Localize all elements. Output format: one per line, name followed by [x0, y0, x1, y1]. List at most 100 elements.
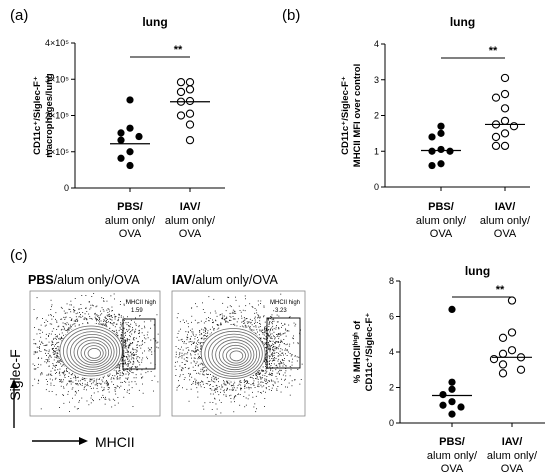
- flow-event: [99, 317, 101, 319]
- flow-event: [234, 401, 235, 403]
- flow-event: [273, 350, 275, 352]
- flow-event: [77, 320, 79, 322]
- flow-event: [33, 368, 35, 370]
- flow-event: [183, 358, 185, 360]
- flow-event: [63, 371, 64, 373]
- flow-event: [199, 343, 201, 345]
- flow-event: [40, 336, 42, 338]
- flow-event: [262, 370, 264, 371]
- flow-event: [125, 342, 127, 344]
- flow-event: [57, 352, 59, 354]
- flow-event: [96, 384, 98, 386]
- chart-title: lung: [465, 264, 490, 278]
- flow-event: [93, 379, 95, 381]
- flow-event: [51, 304, 53, 306]
- flow-event: [223, 394, 225, 396]
- flow-event: [261, 370, 263, 371]
- flow-event: [95, 382, 97, 384]
- flow-event: [281, 341, 283, 343]
- flow-event: [219, 399, 220, 401]
- flow-event: [235, 312, 237, 314]
- flow-event: [36, 333, 38, 335]
- flow-event: [106, 385, 108, 387]
- flow-event: [234, 318, 236, 320]
- flow-event: [232, 316, 234, 317]
- flow-event: [283, 343, 285, 345]
- flow-event: [216, 408, 218, 410]
- flow-event: [89, 386, 91, 387]
- flow-event: [256, 376, 258, 378]
- flow-event: [289, 353, 291, 354]
- flow-event: [74, 325, 76, 327]
- flow-event: [200, 358, 202, 360]
- flow-event: [138, 330, 140, 332]
- flow-event: [279, 369, 281, 371]
- flow-event: [149, 348, 150, 350]
- flow-event: [118, 367, 120, 369]
- flow-event: [107, 376, 109, 377]
- flow-event: [79, 383, 81, 384]
- flow-event: [33, 353, 35, 355]
- flow-event: [264, 328, 265, 330]
- flow-event: [262, 341, 263, 343]
- flow-event: [263, 329, 265, 331]
- flow-event: [127, 361, 129, 362]
- flow-event: [229, 383, 231, 385]
- flow-event: [270, 347, 271, 349]
- flow-event: [109, 327, 111, 329]
- flow-event: [129, 361, 131, 362]
- flow-event: [76, 377, 78, 378]
- flow-event: [182, 349, 184, 351]
- flow-event: [184, 367, 186, 368]
- flow-event: [139, 315, 141, 316]
- flow-event: [194, 354, 196, 356]
- flow-event: [268, 348, 270, 350]
- flow-event: [263, 370, 265, 372]
- flow-event: [94, 312, 96, 314]
- flow-event: [211, 409, 213, 410]
- flow-event: [105, 318, 107, 320]
- flow-event: [123, 304, 125, 306]
- flow-event: [51, 341, 53, 343]
- flow-event: [243, 323, 245, 324]
- flow-event: [131, 353, 133, 355]
- flow-event: [66, 330, 68, 331]
- flow-event: [177, 348, 179, 350]
- flow-event: [136, 347, 138, 348]
- flow-event: [254, 403, 256, 405]
- flow-event: [202, 329, 204, 331]
- flow-event: [60, 360, 62, 362]
- flow-event: [244, 387, 246, 389]
- flow-event: [274, 381, 276, 383]
- flow-event: [258, 370, 260, 372]
- flow-event: [259, 329, 261, 331]
- flow-event: [145, 338, 147, 340]
- flow-event: [129, 370, 131, 371]
- flow-event: [268, 374, 270, 375]
- flow-event: [184, 353, 186, 355]
- flow-event: [33, 309, 35, 310]
- flow-event: [125, 345, 127, 347]
- flow-event: [261, 381, 263, 383]
- flow-event: [85, 308, 87, 309]
- flow-event: [140, 373, 142, 375]
- flow-event: [199, 351, 201, 353]
- flow-event: [116, 366, 118, 368]
- flow-event: [222, 302, 224, 304]
- flow-event: [81, 397, 83, 399]
- flow-event: [125, 322, 127, 324]
- flow-event: [265, 328, 267, 330]
- data-point: [448, 398, 456, 406]
- flow-event: [91, 395, 92, 397]
- flow-event: [128, 384, 130, 386]
- flow-event: [94, 313, 95, 315]
- flow-event: [244, 381, 246, 382]
- flow-event: [289, 366, 291, 367]
- flow-event: [55, 312, 57, 314]
- flow-event: [123, 369, 125, 370]
- flow-event: [252, 383, 253, 385]
- flow-event: [150, 349, 152, 351]
- flow-event: [40, 329, 42, 331]
- flow-event: [60, 385, 62, 387]
- flow-event: [271, 390, 272, 391]
